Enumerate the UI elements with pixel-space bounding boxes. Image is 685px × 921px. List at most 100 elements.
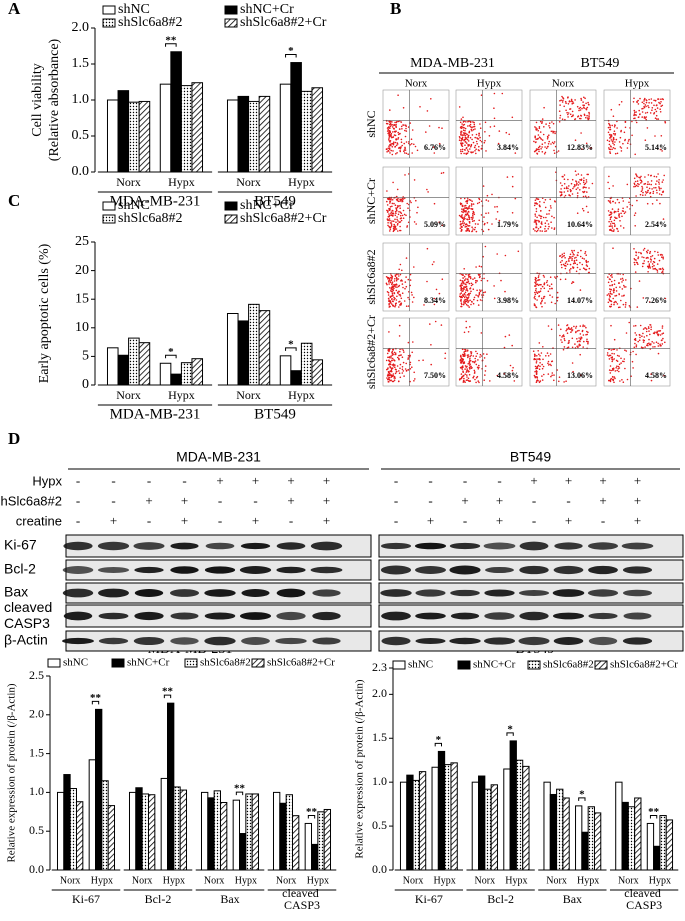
flow-dot <box>656 118 658 120</box>
flow-dot <box>399 132 401 135</box>
flow-dot <box>534 355 536 358</box>
flow-dot <box>626 378 629 381</box>
flow-dot <box>389 281 392 283</box>
flow-dot <box>395 212 397 215</box>
flow-dot <box>460 287 462 290</box>
flow-dot <box>390 369 393 372</box>
flow-dot <box>459 279 462 282</box>
flow-dot <box>579 374 582 377</box>
flow-dot <box>391 380 394 383</box>
flow-dot <box>535 285 537 287</box>
blot-band <box>449 565 481 575</box>
flow-dot <box>579 333 582 335</box>
flow-dot <box>579 106 582 109</box>
flow-dot <box>536 216 538 219</box>
flow-dot <box>472 217 474 219</box>
flow-dot <box>655 110 658 113</box>
flow-dot <box>654 346 656 348</box>
flow-dot <box>476 202 479 205</box>
flow-dot <box>547 143 550 145</box>
flow-dot <box>460 216 463 218</box>
treatment-sign: - <box>566 493 570 508</box>
bar <box>138 342 151 386</box>
bar <box>75 801 84 871</box>
flow-dot <box>607 126 610 129</box>
legend-swatch <box>102 214 116 224</box>
flow-dot <box>401 128 403 130</box>
flow-dot <box>585 254 587 256</box>
flow-dot <box>394 274 397 276</box>
flow-dot <box>397 200 400 203</box>
flow-dot <box>613 303 615 306</box>
flow-dot <box>587 331 589 334</box>
flow-dot <box>577 187 579 189</box>
flow-dot <box>392 136 395 138</box>
flow-dot <box>418 359 420 362</box>
bar <box>444 764 452 871</box>
flow-dot <box>632 367 634 369</box>
flow-dot <box>571 330 573 332</box>
flow-dot <box>468 306 471 308</box>
flow-dot <box>469 120 472 123</box>
flow-dot <box>493 117 496 120</box>
x-tick-label: Hypx <box>505 875 527 886</box>
flow-dot <box>391 291 394 293</box>
flow-dot <box>401 366 404 368</box>
flow-dot <box>579 189 581 191</box>
flow-dot <box>467 134 470 137</box>
flow-dot <box>578 345 580 347</box>
flow-dot <box>458 139 461 141</box>
flow-dot <box>657 254 660 256</box>
flow-dot <box>653 99 655 102</box>
significance-label: * <box>436 734 442 746</box>
flow-dot <box>463 218 465 221</box>
blot-band <box>169 589 200 597</box>
flow-dot <box>643 100 645 102</box>
flow-dot <box>564 339 566 342</box>
flow-dot <box>588 267 591 270</box>
blot-band <box>134 566 164 574</box>
flow-dot <box>397 230 399 232</box>
flow-dot <box>547 223 550 225</box>
flow-dot <box>631 360 634 363</box>
flow-dot <box>478 291 481 294</box>
flow-dot <box>570 327 573 329</box>
flow-dot <box>638 176 640 179</box>
band-label: Bcl-2 <box>4 561 36 577</box>
flow-dot <box>643 247 646 250</box>
flow-dot <box>461 205 464 207</box>
treatment-sign: + <box>216 473 223 488</box>
flow-dot <box>574 99 576 101</box>
flow-dot <box>469 275 471 278</box>
flow-dot <box>563 254 565 257</box>
treatment-sign: - <box>289 513 293 528</box>
flow-dot <box>460 150 462 153</box>
flow-dot <box>579 109 582 111</box>
treatment-sign: - <box>76 493 80 508</box>
flow-dot <box>611 276 613 278</box>
flow-dot <box>465 207 467 209</box>
flow-dot <box>553 374 555 376</box>
flow-dot <box>584 252 586 255</box>
flow-dot <box>567 116 569 118</box>
flow-dot <box>541 121 544 123</box>
bar <box>170 51 182 173</box>
flow-dot <box>473 219 476 222</box>
flow-dot <box>618 141 621 143</box>
flow-dot <box>560 263 563 266</box>
flow-dot <box>511 116 514 119</box>
flow-dot <box>579 353 581 356</box>
flow-dot <box>641 181 643 183</box>
y-tick-label: 1.0 <box>29 784 44 798</box>
flow-dot <box>609 135 612 137</box>
blot-band <box>485 566 514 574</box>
flow-dot <box>465 147 468 149</box>
flow-dot <box>538 368 541 371</box>
legend-label: shNC+Cr <box>127 657 170 669</box>
flow-dot <box>620 362 622 364</box>
treatment-sign: + <box>461 493 468 508</box>
blot-band <box>450 612 480 620</box>
flow-dot <box>544 146 546 148</box>
flow-dot <box>472 141 475 144</box>
blot-band <box>415 637 446 645</box>
